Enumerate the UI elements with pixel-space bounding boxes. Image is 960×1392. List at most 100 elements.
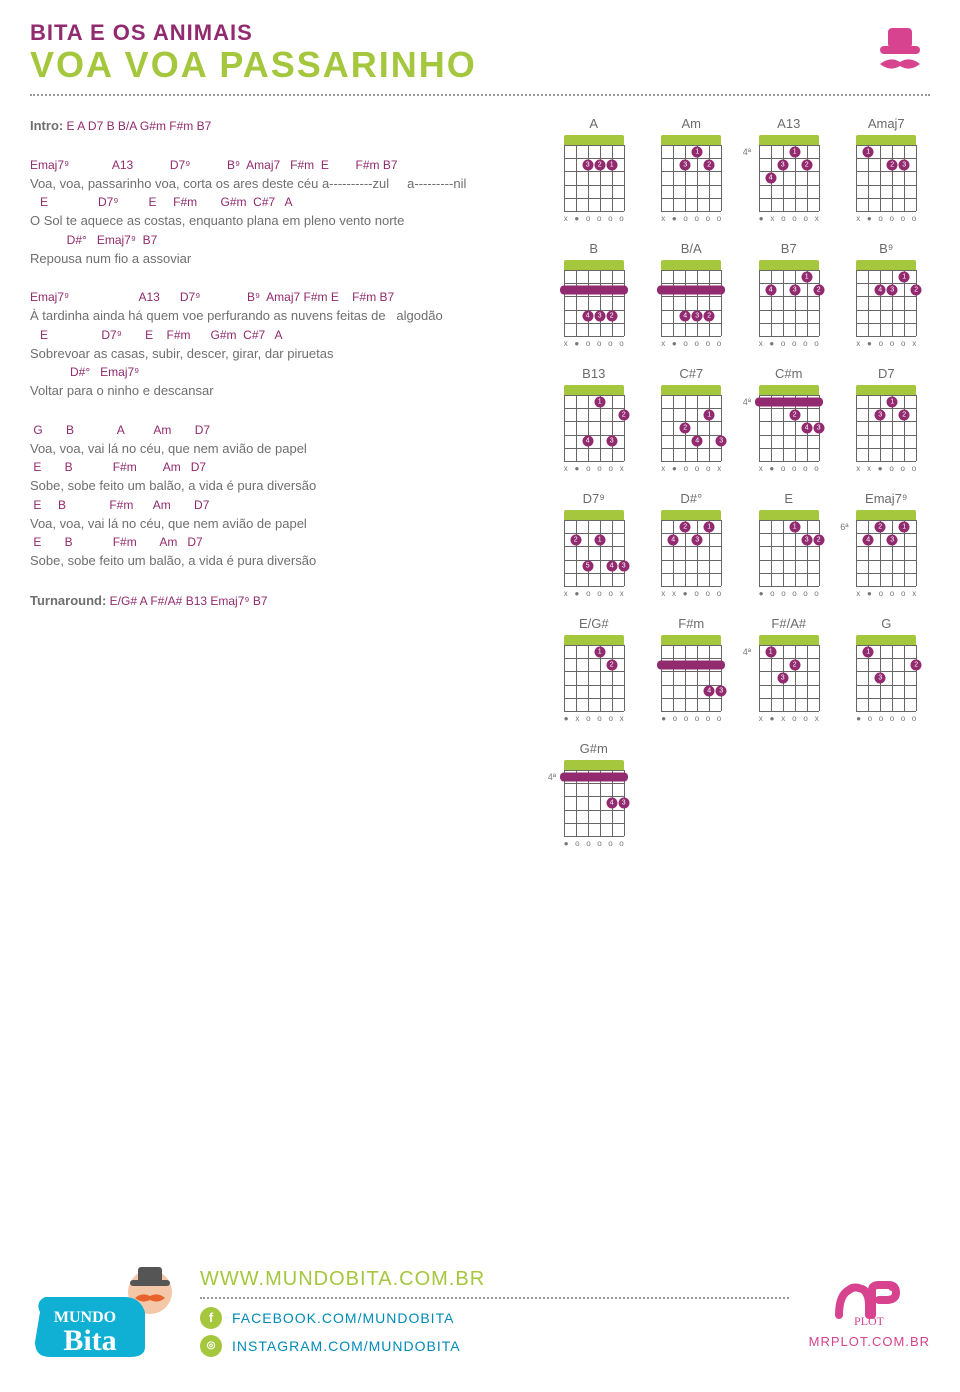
lyric-line: Voa, voa, passarinho voa, corta os ares … [30, 174, 530, 194]
lyric-line: Sobe, sobe feito um balão, a vida é pura… [30, 476, 530, 496]
chord-name: D#° [680, 491, 702, 506]
intro-chords: E A D7 B B/A G#m F#m B7 [63, 119, 211, 133]
chord-name: F#/A# [771, 616, 806, 631]
chord-name: B⁹ [879, 241, 893, 256]
chord-name: B7 [781, 241, 797, 256]
verse-block: Emaj7⁹ A13 D7⁹ B⁹ Amaj7 F#m E F#m B7Voa,… [30, 156, 530, 269]
chord-name: C#7 [679, 366, 703, 381]
chord-line: G B A Am D7 [30, 421, 530, 439]
fret-label: 4ª [548, 772, 556, 782]
chord-diagram: E123●ooooo [745, 491, 833, 598]
intro-label: Intro: [30, 118, 63, 133]
fret-label: 4ª [743, 147, 751, 157]
header: BITA E OS ANIMAIS VOA VOA PASSARINHO [30, 20, 930, 86]
main-url: WWW.MUNDOBITA.COM.BR [200, 1268, 789, 1299]
chord-diagram: G#m 4ª34●ooooo [550, 741, 638, 848]
lyric-line: Voa, voa, vai lá no céu, que nem avião d… [30, 514, 530, 534]
chord-name: A [589, 116, 598, 131]
diagram-box: 123x●oooo [655, 135, 727, 223]
mrplot-logo-icon: PLOT [834, 1275, 904, 1325]
lyric-line: Sobrevoar as casas, subir, descer, girar… [30, 344, 530, 364]
diagram-box: 4ª234x●oooo [753, 385, 825, 473]
facebook-icon: f [200, 1307, 222, 1329]
facebook-row: f FACEBOOK.COM/MUNDOBITA [200, 1307, 789, 1329]
chord-diagram: A 123x●oooo [550, 116, 638, 223]
diagram-box: 4ª34●ooooo [558, 760, 630, 848]
diagram-box: 123x●oooo [850, 135, 922, 223]
chord-diagram: C#m 4ª234x●oooo [745, 366, 833, 473]
mrplot-block: PLOT MRPLOT.COM.BR [809, 1275, 930, 1349]
chord-diagram: G 123●ooooo [843, 616, 931, 723]
song-title: VOA VOA PASSARINHO [30, 44, 930, 86]
instagram-row: ◎ INSTAGRAM.COM/MUNDOBITA [200, 1335, 789, 1357]
artist-name: BITA E OS ANIMAIS [30, 20, 930, 46]
diagram-box: 34●ooooo [655, 635, 727, 723]
diagram-box: 123●ooooo [850, 635, 922, 723]
chord-diagram: D7⁹ 12345x●ooox [550, 491, 638, 598]
chord-name: Am [682, 116, 702, 131]
chord-name: G#m [580, 741, 608, 756]
chord-name: F#m [678, 616, 704, 631]
chord-diagram: A134ª1234●xooox [745, 116, 833, 223]
chord-name: G [881, 616, 891, 631]
chord-diagram: Amaj7 123x●oooo [843, 116, 931, 223]
diagram-box: 12345x●ooox [558, 510, 630, 598]
verse-block: Emaj7⁹ A13 D7⁹ B⁹ Amaj7 F#m E F#m B7À ta… [30, 288, 530, 401]
svg-text:Bita: Bita [63, 1324, 116, 1357]
chord-name: A13 [777, 116, 800, 131]
chord-line: E B F#m Am D7 [30, 496, 530, 514]
fret-label: 4ª [743, 397, 751, 407]
turnaround-chords: E/G# A F#/A# B13 Emaj7⁹ B7 [106, 594, 267, 608]
turnaround-label: Turnaround: [30, 593, 106, 608]
lyric-line: Voltar para o ninho e descansar [30, 381, 530, 401]
lyric-line: Repousa num fio a assoviar [30, 249, 530, 269]
chord-diagram: E/G# 12●xooox [550, 616, 638, 723]
chord-diagram: B13 1234x●ooox [550, 366, 638, 473]
chord-name: B13 [582, 366, 605, 381]
chord-diagram: F#m 34●ooooo [648, 616, 736, 723]
verse-block: G B A Am D7 Voa, voa, vai lá no céu, que … [30, 421, 530, 571]
chord-line: Emaj7⁹ A13 D7⁹ B⁹ Amaj7 F#m E F#m B7 [30, 156, 530, 174]
chord-line: D#° Emaj7⁹ B7 [30, 231, 530, 249]
chord-name: B [589, 241, 598, 256]
chord-name: E [784, 491, 793, 506]
facebook-url: FACEBOOK.COM/MUNDOBITA [232, 1310, 454, 1326]
chord-line: E D7⁹ E F#m G#m C#7 A [30, 326, 530, 344]
chord-diagram: F#/A# 4ª123x●xoox [745, 616, 833, 723]
footer-links: WWW.MUNDOBITA.COM.BR f FACEBOOK.COM/MUND… [200, 1268, 789, 1357]
chord-name: E/G# [579, 616, 609, 631]
diagram-box: 12●xooox [558, 635, 630, 723]
chord-line: E B F#m Am D7 [30, 458, 530, 476]
diagram-box: 123x●oooo [558, 135, 630, 223]
diagram-box: 123xx●ooo [850, 385, 922, 473]
lyric-line: À tardinha ainda há quem voe perfurando … [30, 306, 530, 326]
chord-diagram: C#7 1234x●ooox [648, 366, 736, 473]
chord-diagram: B⁹ 1234x●ooox [843, 241, 931, 348]
fret-label: 4ª [743, 647, 751, 657]
footer: MUNDO Bita WWW.MUNDOBITA.COM.BR f FACEBO… [30, 1262, 930, 1362]
diagram-box: 4ª123x●xoox [753, 635, 825, 723]
instagram-url: INSTAGRAM.COM/MUNDOBITA [232, 1338, 461, 1354]
chord-diagram: B 234x●oooo [550, 241, 638, 348]
chord-name: Emaj7⁹ [865, 491, 907, 506]
diagram-box: 1234xx●ooo [655, 510, 727, 598]
chord-name: C#m [775, 366, 802, 381]
chord-name: Amaj7 [868, 116, 905, 131]
turnaround-block: Turnaround: E/G# A F#/A# B13 Emaj7⁹ B7 [30, 591, 530, 611]
chord-line: Emaj7⁹ A13 D7⁹ B⁹ Amaj7 F#m E F#m B7 [30, 288, 530, 306]
diagram-box: 1234x●ooox [850, 260, 922, 348]
lyrics-column: Intro: E A D7 B B/A G#m F#m B7 Emaj7⁹ A1… [30, 116, 530, 848]
diagram-box: 234x●oooo [558, 260, 630, 348]
mundobita-logo: MUNDO Bita [30, 1262, 180, 1362]
lyric-line: Sobe, sobe feito um balão, a vida é pura… [30, 551, 530, 571]
diagram-box: 1234x●ooox [655, 385, 727, 473]
chord-diagram: B/A234x●oooo [648, 241, 736, 348]
chord-diagram: D7123xx●ooo [843, 366, 931, 473]
chord-name: D7⁹ [583, 491, 605, 506]
diagram-box: 6ª1234x●ooox [850, 510, 922, 598]
diagram-box: 1234x●ooox [558, 385, 630, 473]
header-divider [30, 94, 930, 96]
chord-name: B/A [681, 241, 702, 256]
mrplot-url: MRPLOT.COM.BR [809, 1334, 930, 1349]
chord-diagram: Emaj7⁹ 6ª1234x●ooox [843, 491, 931, 598]
